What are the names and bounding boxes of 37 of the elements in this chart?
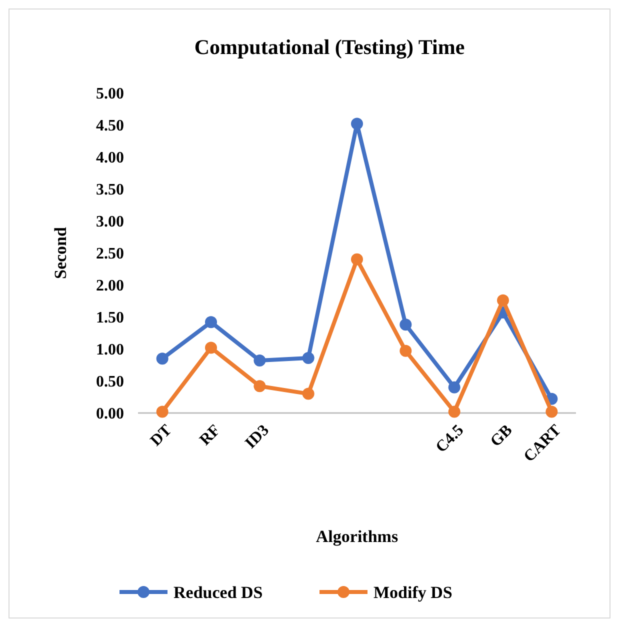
point [400,344,412,357]
y-axis-title: Second [51,226,70,279]
point [351,118,363,130]
y-tick-label: 0.50 [96,374,124,391]
x-axis-title: Algorithms [316,527,398,546]
y-tick-label: 1.00 [96,342,124,359]
point [156,406,168,418]
x-tick-label: GB [487,422,516,450]
point [156,352,168,365]
point [302,388,314,400]
legend-label: Reduced DS [174,582,263,602]
point [448,406,460,418]
y-tick-label: 0.00 [96,406,124,423]
point [351,253,363,266]
y-tick-label: 4.50 [96,118,124,135]
x-tick-label: RF [196,422,224,449]
point [400,318,412,331]
point [497,294,509,306]
y-tick-label: 1.50 [96,310,124,327]
y-tick-label: 3.50 [96,182,124,199]
point [205,342,217,354]
y-tick-label: 3.00 [96,214,124,231]
point [448,381,460,394]
y-tick-label: 2.00 [96,278,124,295]
y-tick-label: 5.00 [96,86,124,103]
y-tick-label: 2.50 [96,246,124,263]
y-tick-label: 4.00 [96,150,124,167]
point [302,352,314,364]
x-tick-label: ID3 [242,422,272,452]
x-tick-label: DT [147,422,176,450]
point [546,406,558,418]
chart-title: Computational (Testing) Time [194,35,465,59]
legend-label: Modify DS [374,582,452,602]
point [254,380,266,392]
point [254,354,266,367]
point [205,316,217,328]
x-tick-label: C4.5 [432,422,468,456]
